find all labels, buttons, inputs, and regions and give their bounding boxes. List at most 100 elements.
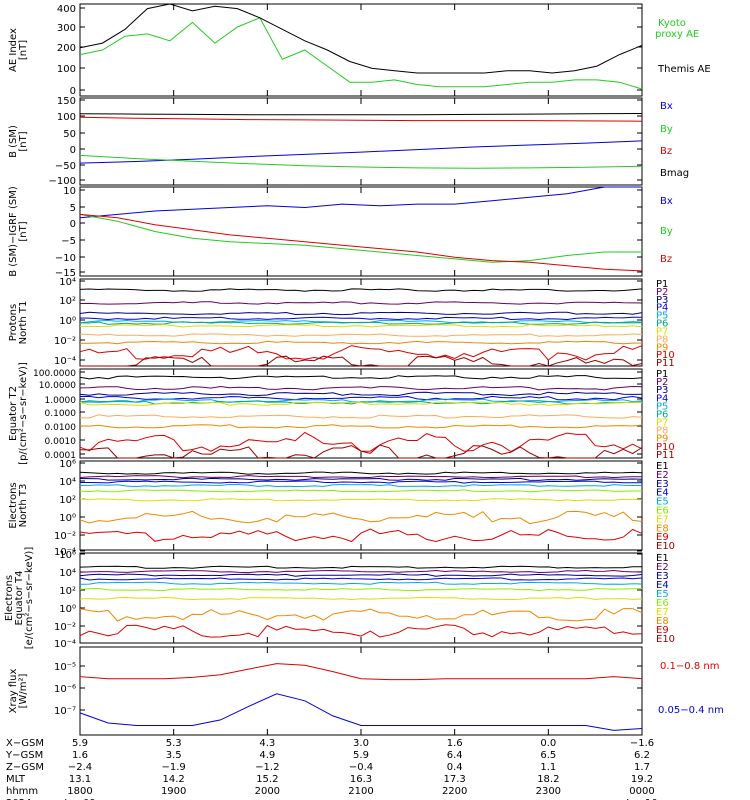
y-tick-label: 10² [59, 296, 76, 307]
legend-entry: Bz [660, 254, 672, 265]
y-tick-label: 10⁴ [59, 277, 76, 288]
series-line-bz [79, 116, 643, 122]
ephemeris-value: 19.2 [631, 774, 653, 785]
series-line-p11 [80, 355, 643, 367]
y-tick-label: 0 [70, 145, 76, 156]
ephemeris-row-label: Z−GSM [6, 762, 44, 773]
series-line-p9 [79, 340, 643, 345]
y-tick-label: 400 [57, 4, 76, 15]
legend-entry: P11 [656, 450, 675, 461]
ephemeris-value: 17.3 [444, 774, 466, 785]
y-tick-label: 10⁶ [59, 459, 76, 470]
ephemeris-value: −0.4 [349, 762, 373, 773]
panel-frame [79, 368, 643, 459]
panel-frame [79, 460, 643, 551]
y-tick-label: 100 [57, 64, 76, 75]
legend-entry: E8 [656, 523, 669, 534]
y-tick-label: 10⁶ [59, 550, 76, 561]
legend-entry: Bmag [660, 168, 689, 179]
y-tick-label: 10.0000 [39, 381, 76, 391]
series-line-p1 [79, 288, 643, 292]
y-tick-label: 0.0001 [45, 451, 77, 461]
ephemeris-value: 1.6 [447, 738, 463, 749]
legend-entry: P4 [656, 303, 668, 314]
legend-entry: proxy AE [655, 29, 699, 40]
legend-entry: E9 [656, 532, 669, 543]
legend-entry: P5 [656, 311, 668, 322]
series-line-p3 [79, 391, 643, 397]
ephemeris-value: 0000 [629, 786, 654, 797]
legend-entry: P2 [656, 287, 668, 298]
legend-entry: P9 [656, 434, 668, 445]
y-axis-label: Protons [8, 304, 19, 341]
series-line-p7 [80, 324, 643, 328]
ephemeris-row-label: hhmm [6, 786, 38, 797]
y-tick-label: 100.0000 [33, 369, 76, 379]
series-line-p10 [79, 345, 643, 361]
legend-entry: P6 [656, 409, 668, 420]
legend-entry: E7 [656, 514, 669, 525]
series-line-e4 [79, 577, 643, 581]
series-line-p8 [79, 414, 643, 419]
y-tick-label: 50 [63, 129, 76, 140]
ephemeris-row-label: Y−GSM [5, 750, 43, 761]
legend-entry: E3 [656, 479, 669, 490]
y-tick-label: 10 [63, 186, 76, 197]
y-tick-label: 0.0010 [45, 437, 77, 447]
legend-entry: E2 [656, 562, 669, 573]
series-line-bmag [79, 113, 643, 116]
y-tick-label: 0.1000 [45, 409, 77, 419]
y-tick-label: 10⁻⁴ [54, 639, 76, 650]
y-tick-label: 10⁻⁴ [54, 356, 76, 367]
legend-entry: P4 [656, 393, 668, 404]
series-line-e1 [79, 471, 643, 475]
legend-entry: P6 [656, 319, 668, 330]
series-line-e5 [79, 483, 642, 488]
series-line-e6 [79, 587, 643, 592]
y-tick-label: −10 [55, 253, 76, 264]
series-line-p11 [79, 444, 643, 459]
y-axis-label: [nT] [18, 221, 29, 241]
ephemeris-value: 18.2 [537, 774, 559, 785]
series-line-bx [79, 186, 642, 219]
ephemeris-value: 2000 [255, 786, 280, 797]
legend-entry: P3 [656, 295, 668, 306]
ephemeris-value: 1800 [67, 786, 92, 797]
legend-entry: E7 [656, 607, 669, 618]
series-line-e9 [79, 528, 643, 543]
legend-entry: E2 [656, 470, 669, 481]
legend-entry: 0.05−0.4 nm [658, 705, 724, 716]
y-axis-label: Xray flux [8, 669, 19, 714]
legend-entry: E1 [656, 461, 669, 472]
panel-frame [79, 646, 643, 736]
y-tick-label: 100 [57, 112, 76, 123]
ephemeris-value: −1.6 [630, 738, 654, 749]
y-tick-label: 10⁰ [59, 513, 76, 524]
ephemeris-value: 4.3 [259, 738, 275, 749]
y-tick-label: 150 [57, 96, 76, 107]
series-line-e6 [79, 489, 643, 493]
series-line-0-05-0-4-nm [79, 693, 643, 731]
series-line-e7 [79, 596, 643, 601]
ephemeris-value: Jun 09 [63, 798, 96, 800]
ephemeris-value: 1.1 [540, 762, 556, 773]
y-tick-label: 10⁻⁶ [54, 684, 76, 695]
legend-entry: P11 [656, 358, 675, 369]
series-line-by [79, 154, 643, 169]
panel-frame [79, 97, 643, 186]
ephemeris-value: 16.3 [350, 774, 372, 785]
series-line-p1 [79, 375, 643, 380]
ephemeris-value: 6.2 [634, 750, 650, 761]
legend-entry: E3 [656, 571, 669, 582]
y-axis-label: [nT] [18, 131, 29, 151]
legend-entry: P9 [656, 342, 668, 353]
legend-entry: E9 [656, 625, 669, 636]
y-axis-label: [p/(cm²−s−sr−keV)] [18, 362, 29, 465]
series-line-p7 [79, 401, 643, 406]
y-tick-label: 200 [57, 43, 76, 54]
y-tick-label: 10⁴ [59, 477, 76, 488]
legend-entry: P8 [656, 334, 668, 345]
legend-entry: Bx [660, 196, 673, 207]
ephemeris-value: 3.5 [166, 750, 182, 761]
